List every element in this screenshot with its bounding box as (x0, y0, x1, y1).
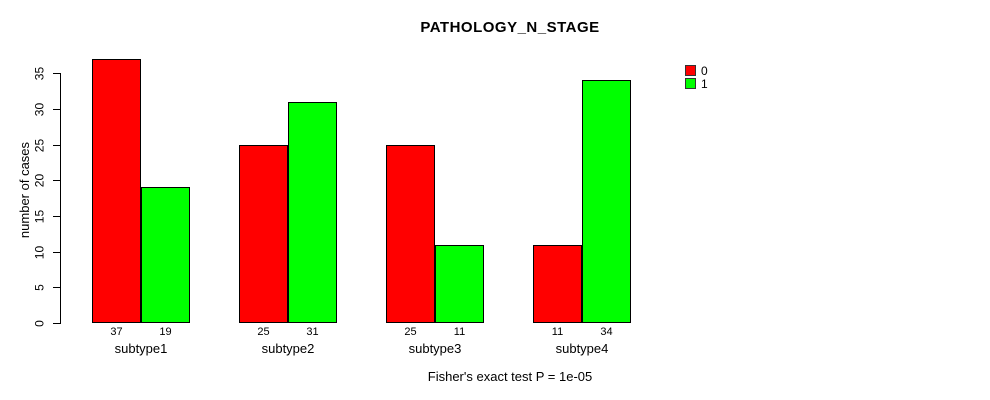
y-tick (53, 73, 60, 75)
legend-swatch-green (685, 78, 696, 89)
y-tick-label: 35 (32, 67, 47, 81)
x-category-label-subtype2: subtype2 (261, 341, 315, 356)
bar-value-label: 37 (110, 326, 123, 338)
bar-subtype3-series1 (435, 244, 484, 323)
bar-value-label: 25 (404, 326, 417, 338)
legend-label: 1 (701, 76, 708, 91)
y-tick-label: 20 (32, 174, 47, 188)
y-tick-label: 10 (32, 245, 47, 259)
fisher-test-caption: Fisher's exact test P = 1e-05 (427, 369, 593, 384)
y-tick (53, 180, 60, 182)
bar-value-label: 19 (159, 326, 172, 338)
y-tick-label: 30 (32, 102, 47, 117)
y-tick (53, 251, 60, 253)
y-axis-title: number of cases (17, 141, 32, 239)
y-tick-label: 5 (32, 284, 47, 292)
legend-label: 0 (701, 63, 708, 78)
bar-value-label: 11 (453, 326, 466, 338)
bar-subtype2-series1 (288, 101, 337, 323)
y-tick (53, 108, 60, 110)
bar-value-label: 31 (306, 326, 319, 338)
legend-item-1: 1 (685, 77, 708, 90)
x-category-label-subtype4: subtype4 (555, 341, 609, 356)
legend-swatch-red (685, 65, 696, 76)
bar-subtype1-series1 (141, 187, 190, 323)
y-tick-label: 25 (32, 138, 47, 152)
y-tick (53, 287, 60, 289)
y-axis-line (60, 73, 61, 324)
y-tick (53, 144, 60, 146)
y-tick-label: 15 (32, 209, 47, 224)
y-tick (53, 215, 60, 217)
y-tick (53, 323, 60, 324)
bar-value-label: 25 (257, 326, 270, 338)
bar-subtype2-series0 (239, 144, 288, 323)
y-tick-label: 0 (32, 320, 47, 327)
x-category-label-subtype3: subtype3 (408, 341, 462, 356)
legend: 0 1 (685, 64, 708, 90)
bar-subtype4-series1 (582, 80, 631, 323)
chart-title: PATHOLOGY_N_STAGE (420, 19, 600, 36)
bar-subtype3-series0 (386, 144, 435, 323)
legend-item-0: 0 (685, 64, 708, 77)
bar-subtype1-series0 (92, 59, 141, 323)
bar-value-label: 34 (600, 326, 613, 338)
bar-subtype4-series0 (533, 244, 582, 323)
bar-value-label: 11 (551, 326, 564, 338)
x-category-label-subtype1: subtype1 (114, 341, 168, 356)
